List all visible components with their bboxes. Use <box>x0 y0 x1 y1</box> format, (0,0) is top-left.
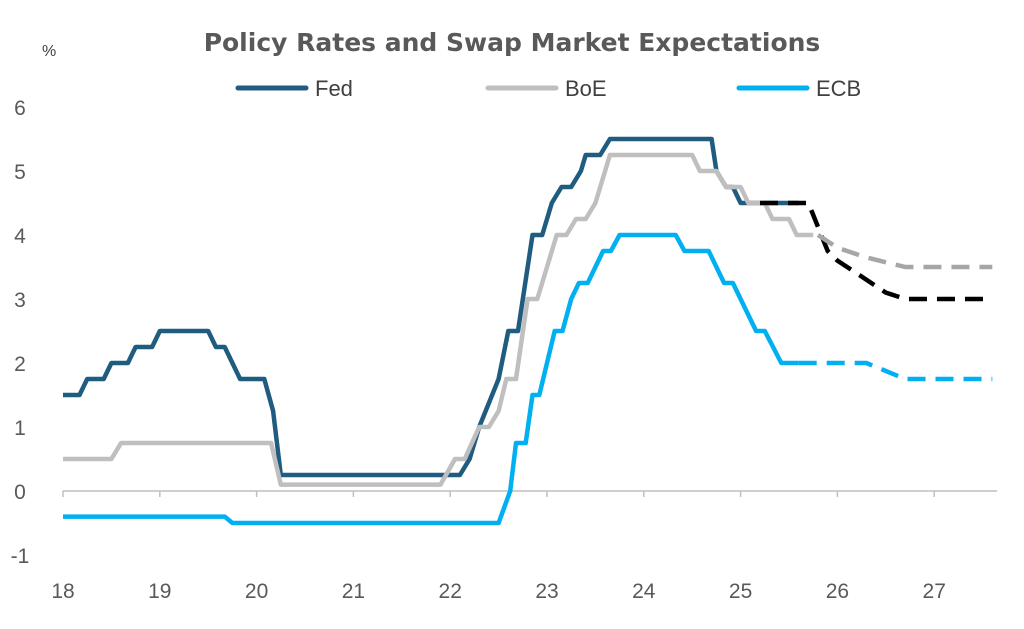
x-tick-label-20: 20 <box>245 580 268 603</box>
series-line-boe-expectations <box>816 233 993 270</box>
x-tick-label-23: 23 <box>535 580 558 603</box>
y-tick-label-3: 3 <box>14 289 26 312</box>
x-tick-label-27: 27 <box>923 580 946 603</box>
y-tick-label-5: 5 <box>14 161 26 184</box>
legend: Fed BoE ECB <box>235 76 861 101</box>
x-tick-label-26: 26 <box>826 580 849 603</box>
y-tick-label-2: 2 <box>14 353 26 376</box>
x-tick-label-24: 24 <box>632 580 656 603</box>
x-tick-label-25: 25 <box>729 580 752 603</box>
series-line-ecb <box>63 232 799 526</box>
y-tick-label--1: -1 <box>11 545 30 568</box>
x-tick-label-18: 18 <box>51 580 74 603</box>
chart-title: Policy Rates and Swap Market Expectation… <box>204 28 821 57</box>
legend-label-fed: Fed <box>315 76 353 101</box>
legend-label-boe: BoE <box>565 76 607 101</box>
series-line-boe <box>63 152 814 487</box>
series-line-fed <box>63 136 799 478</box>
legend-label-ecb: ECB <box>816 76 861 101</box>
series-line-fed-expectations <box>760 200 993 302</box>
x-tick-label-21: 21 <box>342 580 365 603</box>
y-tick-label-6: 6 <box>14 97 26 120</box>
x-tick-label-22: 22 <box>439 580 462 603</box>
series-layer <box>63 136 993 526</box>
y-tick-label-4: 4 <box>14 225 26 248</box>
x-tick-label-19: 19 <box>148 580 171 603</box>
y-axis-unit: % <box>42 43 56 60</box>
y-tick-label-0: 0 <box>14 481 26 504</box>
y-tick-label-1: 1 <box>14 417 26 440</box>
series-line-ecb-expectations <box>798 360 993 382</box>
